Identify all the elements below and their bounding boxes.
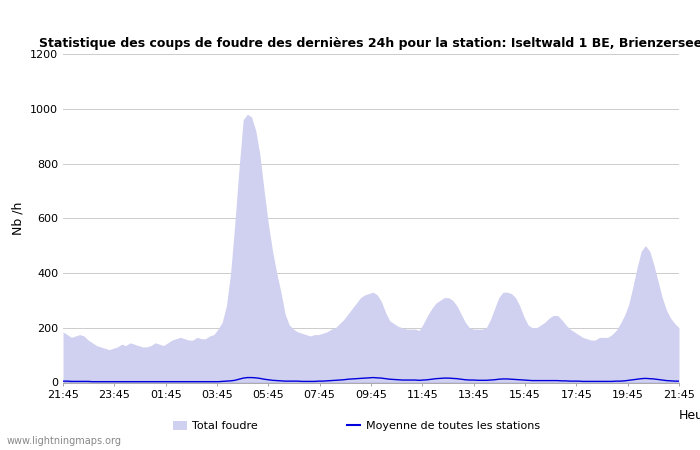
Y-axis label: Nb /h: Nb /h (11, 202, 25, 235)
Title: Statistique des coups de foudre des dernières 24h pour la station: Iseltwald 1 B: Statistique des coups de foudre des dern… (39, 37, 700, 50)
Text: www.lightningmaps.org: www.lightningmaps.org (7, 436, 122, 446)
Text: Heure: Heure (679, 409, 700, 422)
